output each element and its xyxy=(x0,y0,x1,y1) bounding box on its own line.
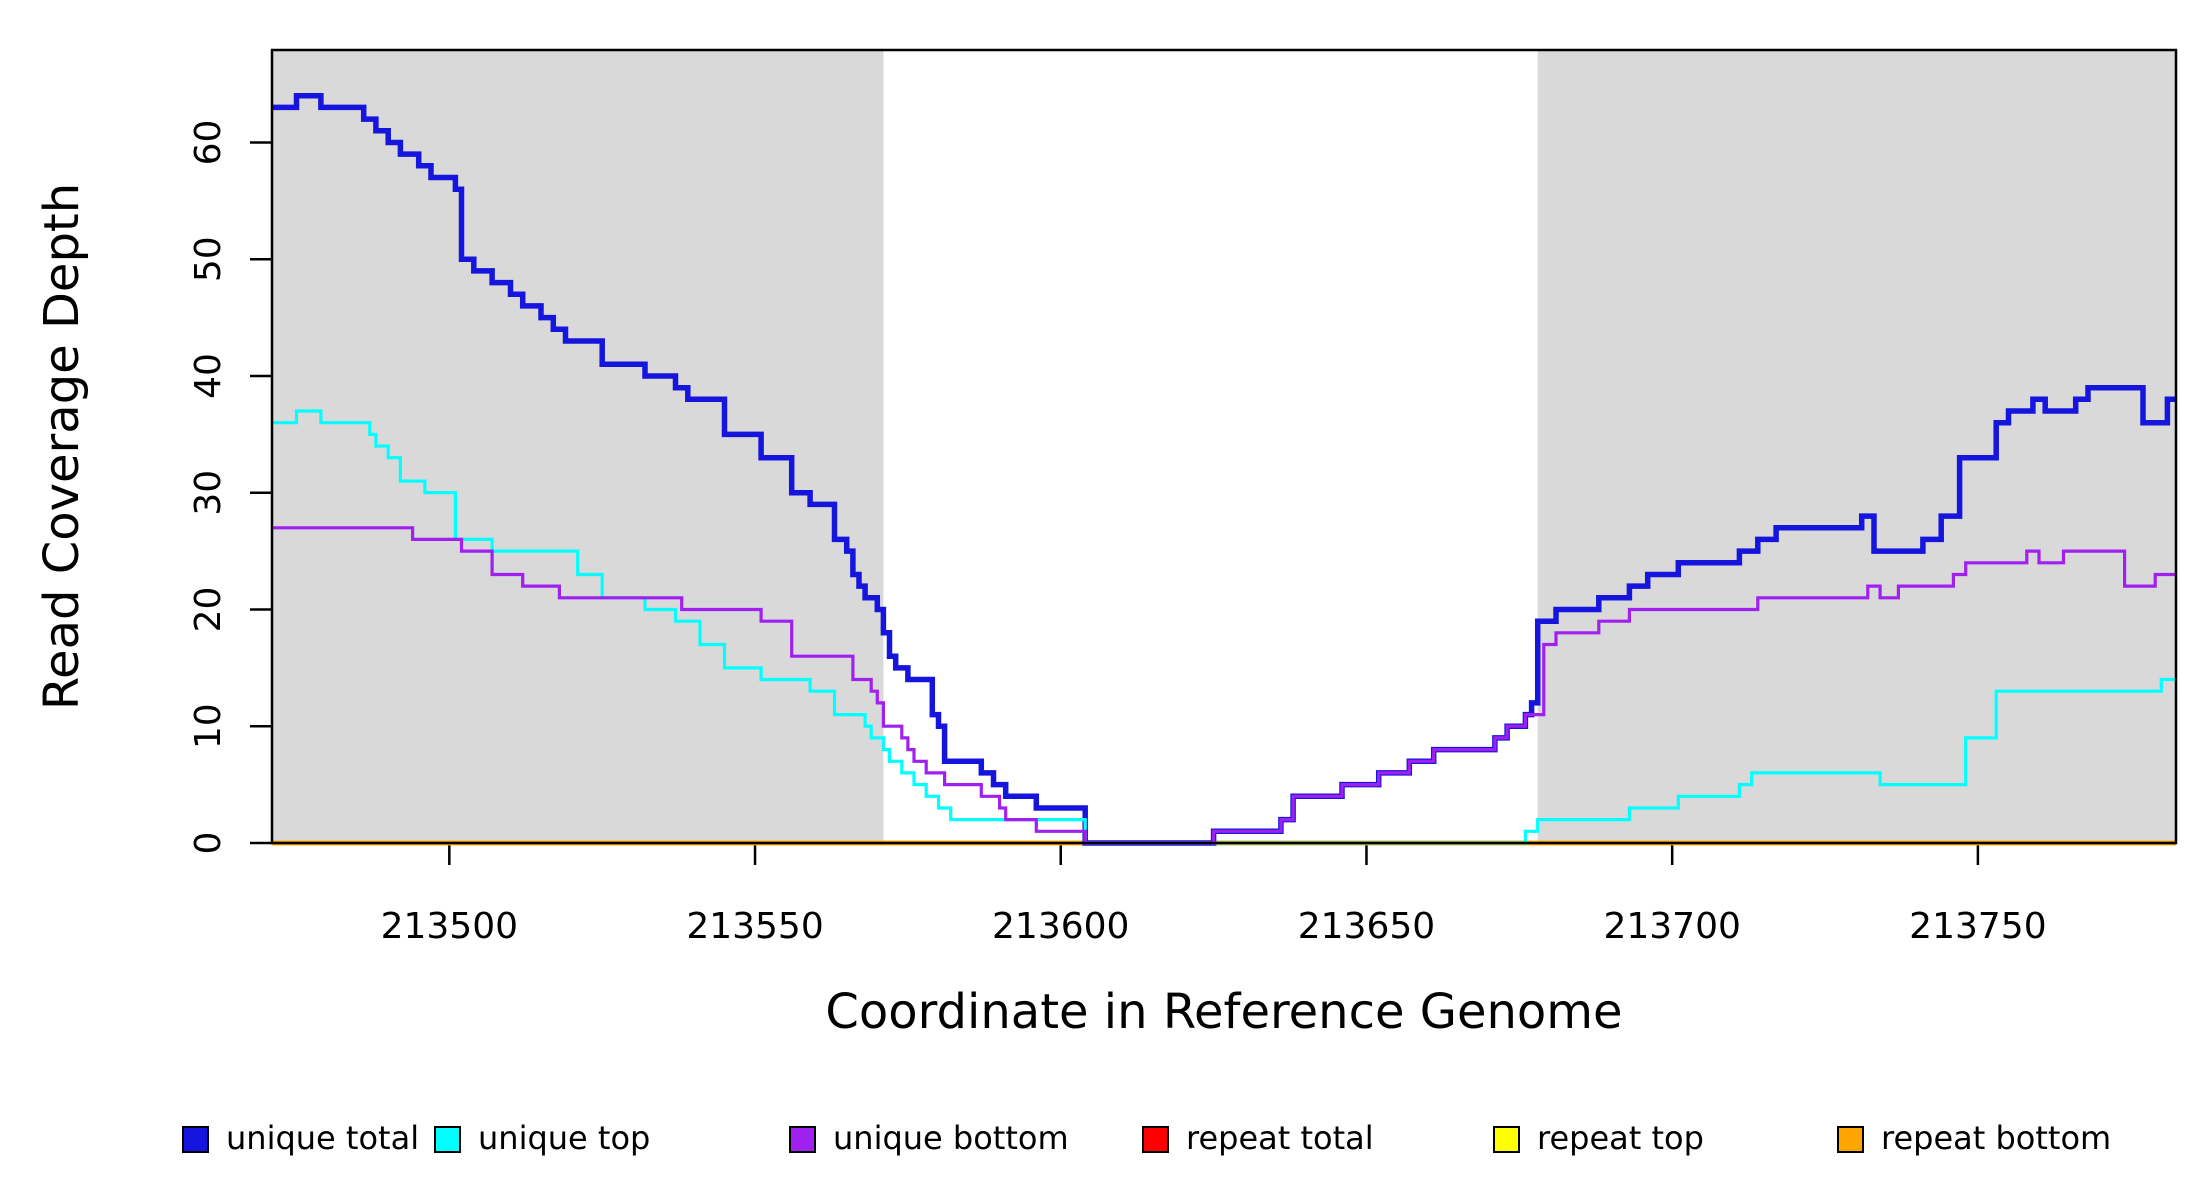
legend-item: unique bottom xyxy=(789,1119,1069,1157)
y-axis-title: Read Coverage Depth xyxy=(34,183,90,710)
legend-label: repeat bottom xyxy=(1881,1119,2111,1157)
x-axis-tick-label: 213650 xyxy=(1298,906,1435,947)
legend-label: unique bottom xyxy=(833,1119,1069,1157)
series-unique-top-line xyxy=(272,409,2176,845)
legend-swatch-repeat-bottom xyxy=(1837,1126,1864,1153)
legend: unique total unique top unique bottom repea… xyxy=(182,1119,2111,1157)
y-axis-tick-label: 30 xyxy=(188,470,229,516)
legend-label: repeat top xyxy=(1537,1119,1704,1157)
legend-swatch-unique-total xyxy=(182,1126,209,1153)
x-axis-tick-label: 213550 xyxy=(686,906,823,947)
legend-swatch-repeat-top xyxy=(1493,1126,1520,1153)
legend-item: unique top xyxy=(434,1119,650,1157)
x-axis-title: Coordinate in Reference Genome xyxy=(825,984,1622,1040)
legend-swatch-repeat-total xyxy=(1142,1126,1169,1153)
shaded-region-right-unique-flank xyxy=(1537,50,2176,843)
legend-swatch-unique-top xyxy=(434,1126,461,1153)
legend-swatch-unique-bottom xyxy=(789,1126,816,1153)
legend-item: repeat top xyxy=(1493,1119,1704,1157)
legend-label: unique top xyxy=(478,1119,650,1157)
legend-item: unique total xyxy=(182,1119,419,1157)
plot-border xyxy=(270,48,2178,845)
y-axis-tick-label: 50 xyxy=(188,236,229,282)
series-unique-total-line xyxy=(272,93,2176,846)
shaded-region-left-unique-flank xyxy=(272,50,884,843)
y-axis-tick-label: 10 xyxy=(188,703,229,749)
x-axis-tick-label: 213500 xyxy=(381,906,518,947)
x-axis-tick-label: 213700 xyxy=(1603,906,1740,947)
y-axis-tick-label: 0 xyxy=(188,832,229,855)
legend-label: unique total xyxy=(226,1119,419,1157)
x-axis-tick-label: 213600 xyxy=(992,906,1129,947)
series-unique-bottom-line xyxy=(272,526,2176,845)
y-axis-tick-label: 40 xyxy=(188,353,229,399)
y-axis-tick-label: 60 xyxy=(188,120,229,166)
y-axis-tick-label: 20 xyxy=(188,587,229,633)
legend-item: repeat bottom xyxy=(1837,1119,2111,1157)
legend-item: repeat total xyxy=(1142,1119,1374,1157)
x-axis-tick-label: 213750 xyxy=(1909,906,2046,947)
legend-label: repeat total xyxy=(1186,1119,1374,1157)
